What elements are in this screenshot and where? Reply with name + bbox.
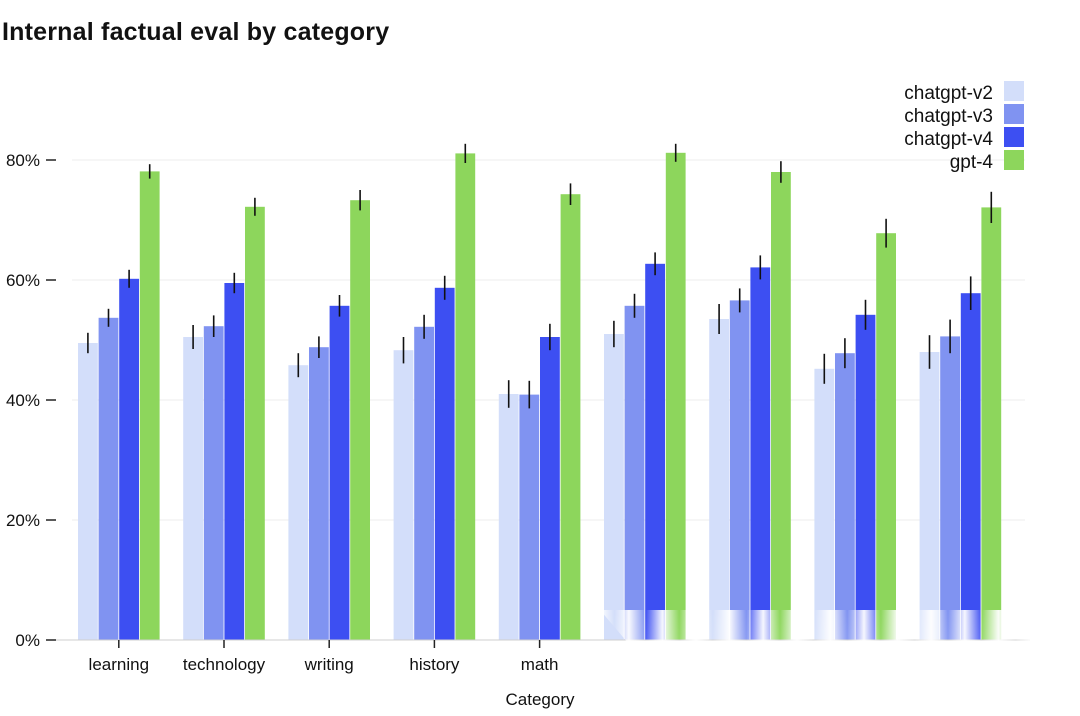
bar bbox=[855, 314, 876, 640]
x-tick-label: writing bbox=[304, 655, 354, 674]
bar bbox=[729, 300, 750, 640]
bar bbox=[78, 343, 98, 640]
bar bbox=[645, 263, 665, 640]
legend-swatch bbox=[1004, 104, 1024, 124]
legend-label: chatgpt-v3 bbox=[904, 106, 993, 127]
x-tick-label: history bbox=[409, 655, 460, 674]
bars-layer bbox=[78, 152, 1002, 641]
bar bbox=[455, 153, 476, 640]
bar bbox=[245, 206, 265, 641]
legend-swatch bbox=[1004, 81, 1024, 101]
bar bbox=[309, 347, 329, 640]
bar bbox=[540, 337, 560, 640]
chart-title: Internal factual eval by category bbox=[2, 18, 390, 46]
y-tick-label: 60% bbox=[6, 271, 40, 290]
legend-swatch bbox=[1004, 127, 1024, 147]
bar bbox=[288, 365, 309, 640]
bar bbox=[98, 317, 119, 640]
bar bbox=[139, 171, 160, 640]
bar bbox=[665, 152, 686, 641]
bar bbox=[919, 352, 940, 640]
watermark-overlay bbox=[600, 610, 1080, 716]
y-tick-label: 80% bbox=[6, 151, 40, 170]
bar bbox=[393, 350, 414, 640]
bar bbox=[771, 172, 791, 640]
y-tick-label: 0% bbox=[15, 631, 40, 650]
legend-swatch bbox=[1004, 150, 1024, 170]
legend-label: chatgpt-v4 bbox=[904, 129, 993, 150]
y-tick-label: 20% bbox=[6, 511, 40, 530]
error-bars-layer bbox=[87, 143, 993, 409]
x-tick-label: learning bbox=[89, 655, 150, 674]
bar bbox=[203, 326, 224, 640]
axes-layer: 0% 20% 40% 60% 80% learning technology writing h… bbox=[6, 151, 1030, 709]
bar bbox=[981, 207, 1002, 640]
bar bbox=[814, 368, 835, 640]
legend-label: chatgpt-v2 bbox=[904, 83, 993, 104]
bar bbox=[329, 305, 350, 640]
bar bbox=[604, 334, 624, 640]
bar bbox=[224, 283, 245, 640]
bar bbox=[960, 293, 981, 640]
bar bbox=[560, 194, 581, 640]
bar bbox=[940, 336, 960, 640]
bar bbox=[183, 337, 203, 640]
bar bbox=[350, 200, 370, 640]
bar bbox=[519, 394, 540, 640]
fade-overlay-vertical bbox=[600, 610, 1080, 716]
x-axis-title: Category bbox=[506, 690, 575, 709]
bar bbox=[876, 233, 896, 640]
x-tick-label: technology bbox=[183, 655, 266, 674]
bar bbox=[498, 394, 519, 640]
bar bbox=[835, 353, 855, 640]
bar bbox=[750, 267, 771, 640]
bar bbox=[434, 287, 455, 640]
bar bbox=[414, 326, 434, 640]
x-tick-label: math bbox=[521, 655, 559, 674]
y-tick-label: 40% bbox=[6, 391, 40, 410]
bar bbox=[624, 305, 645, 640]
bar bbox=[709, 319, 729, 640]
legend-label: gpt-4 bbox=[950, 152, 994, 173]
bar bbox=[119, 278, 139, 640]
